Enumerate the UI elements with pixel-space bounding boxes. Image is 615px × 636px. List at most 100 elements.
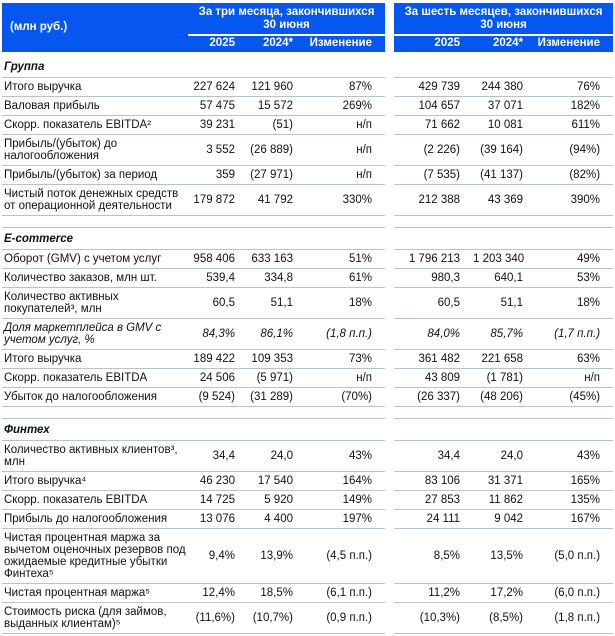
- value-cell: 109 353: [248, 349, 306, 369]
- value-cell: 244 380: [473, 77, 537, 97]
- column-gap: [385, 77, 395, 97]
- section-title: E-commerce: [2, 227, 386, 250]
- value-cell: (5,0 п.п.): [536, 528, 614, 584]
- column-gap: [385, 184, 395, 216]
- column-gap: [385, 287, 395, 319]
- value-cell: 14 725: [188, 490, 248, 510]
- table-row: Количество заказов, млн шт. 539,4 334,8 …: [2, 268, 614, 288]
- section-header-spacer: [394, 227, 614, 250]
- value-cell: 1 203 340: [473, 249, 537, 269]
- value-cell: 43 369: [473, 184, 537, 216]
- column-gap: [385, 227, 395, 250]
- column-gap: [385, 418, 395, 441]
- row-label: Итого выручка⁴: [2, 471, 188, 491]
- value-cell: (26 889): [248, 134, 306, 166]
- value-cell: 18%: [536, 287, 614, 319]
- value-cell: (1,8 п.п.): [536, 602, 614, 634]
- value-cell: 49%: [536, 249, 614, 269]
- value-cell: 121 960: [248, 77, 306, 97]
- value-cell: (82%): [536, 165, 614, 185]
- column-gap: [385, 249, 395, 269]
- value-cell: 390%: [536, 184, 614, 216]
- value-cell: (41 137): [473, 165, 537, 185]
- column-gap: [385, 528, 395, 584]
- value-cell: (10,3%): [394, 602, 474, 634]
- value-cell: 61%: [306, 268, 386, 288]
- row-label: Прибыль до налогообложения: [2, 509, 188, 529]
- value-cell: (10,7%): [248, 602, 306, 634]
- value-cell: (27 971): [248, 165, 306, 185]
- value-cell: 10 081: [473, 115, 537, 135]
- row-label: Скорр. показатель EBITDA: [2, 368, 188, 388]
- value-cell: 53%: [536, 268, 614, 288]
- section-header-spacer: [394, 418, 614, 441]
- value-cell: 13 076: [188, 509, 248, 529]
- value-cell: 640,1: [473, 268, 537, 288]
- column-gap: [385, 387, 395, 407]
- column-gap: [385, 134, 395, 166]
- value-cell: 189 422: [188, 349, 248, 369]
- row-label: Скорр. показатель EBITDA²: [2, 115, 188, 135]
- value-cell: (5 971): [248, 368, 306, 388]
- value-cell: (6,0 п.п.): [536, 583, 614, 603]
- column-gap: [385, 215, 395, 228]
- column-gap: [385, 165, 395, 185]
- value-cell: (6,1 п.п.): [306, 583, 386, 603]
- value-cell: (9 524): [188, 387, 248, 407]
- column-gap: [385, 471, 395, 491]
- value-cell: 18,5%: [248, 583, 306, 603]
- table-row: Итого выручка 227 624 121 960 87% 429 73…: [2, 77, 614, 97]
- value-cell: 46 230: [188, 471, 248, 491]
- table-row: Чистый поток денежных средств от операци…: [2, 184, 614, 216]
- value-cell: (1 781): [473, 368, 537, 388]
- value-cell: 83 106: [394, 471, 474, 491]
- value-cell: 84,3%: [188, 318, 248, 350]
- column-gap: [385, 509, 395, 529]
- column-gap: [385, 52, 395, 78]
- unit-label: (млн руб.): [2, 3, 188, 52]
- value-cell: (48 206): [473, 387, 537, 407]
- value-cell: 18%: [306, 287, 386, 319]
- value-cell: 197%: [306, 509, 386, 529]
- table-row: Скорр. показатель EBITDA 14 725 5 920 14…: [2, 490, 614, 510]
- period-header-three-months: За три месяца, закончившихся 30 июня: [188, 3, 386, 35]
- value-cell: н/п: [306, 368, 386, 388]
- value-cell: 63%: [536, 349, 614, 369]
- row-label: Итого выручка: [2, 77, 188, 97]
- value-cell: 167%: [536, 509, 614, 529]
- value-cell: 24,0: [248, 440, 306, 472]
- value-cell: 27 853: [394, 490, 474, 510]
- column-gap: [385, 349, 395, 369]
- table-row: Стоимость риска (для займов, выданных кл…: [2, 602, 614, 634]
- value-cell: н/п: [306, 115, 386, 135]
- value-cell: 71 662: [394, 115, 474, 135]
- row-label: Чистый поток денежных средств от операци…: [2, 184, 188, 216]
- table-row: Количество активных покупателей³, млн 60…: [2, 287, 614, 319]
- financial-results-table: (млн руб.) За три месяца, закончившихся …: [2, 3, 614, 634]
- row-label: Доля маркетплейса в GMV с учетом услуг, …: [2, 318, 188, 350]
- section-header-row-group: Группа: [2, 52, 614, 78]
- value-cell: 43%: [536, 440, 614, 472]
- value-cell: 43%: [306, 440, 386, 472]
- value-cell: 9 042: [473, 509, 537, 529]
- value-cell: 73%: [306, 349, 386, 369]
- value-cell: (11,6%): [188, 602, 248, 634]
- value-cell: 9,4%: [188, 528, 248, 584]
- table-row-marketplace-share: Доля маркетплейса в GMV с учетом услуг, …: [2, 318, 614, 350]
- value-cell: н/п: [306, 134, 386, 166]
- value-cell: 85,7%: [473, 318, 537, 350]
- value-cell: 179 872: [188, 184, 248, 216]
- section-gap-row: [2, 215, 614, 228]
- value-cell: 51%: [306, 249, 386, 269]
- col-header-2025-3m: 2025: [188, 34, 248, 52]
- value-cell: н/п: [536, 368, 614, 388]
- value-cell: 15 572: [248, 96, 306, 116]
- value-cell: 958 406: [188, 249, 248, 269]
- value-cell: (8,5%): [473, 602, 537, 634]
- row-label: Количество заказов, млн шт.: [2, 268, 188, 288]
- value-cell: 60,5: [394, 287, 474, 319]
- value-cell: 429 739: [394, 77, 474, 97]
- column-gap: [385, 368, 395, 388]
- value-cell: 3 552: [188, 134, 248, 166]
- value-cell: 34,4: [188, 440, 248, 472]
